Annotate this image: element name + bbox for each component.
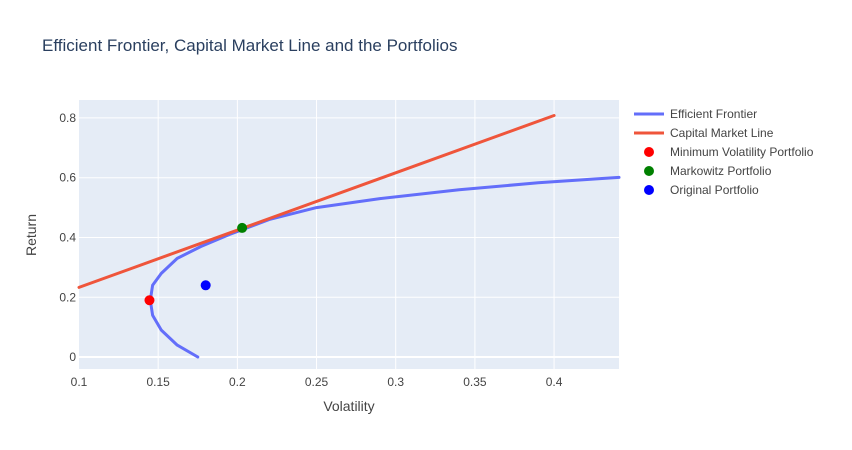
capital-market-line-line bbox=[77, 114, 556, 289]
y-tick-label: 0.8 bbox=[59, 111, 76, 125]
legend-swatch bbox=[644, 185, 654, 195]
legend-item-original-portfolio[interactable]: Original Portfolio bbox=[644, 183, 759, 197]
x-tick-label: 0.1 bbox=[71, 375, 88, 389]
legend-label: Minimum Volatility Portfolio bbox=[670, 145, 814, 159]
x-tick-label: 0.25 bbox=[305, 375, 329, 389]
original-portfolio-marker[interactable] bbox=[200, 280, 211, 291]
legend-label: Original Portfolio bbox=[670, 183, 759, 197]
efficient-frontier-line bbox=[148, 175, 621, 359]
legend[interactable]: Efficient Frontier Capital Market Line Min… bbox=[634, 107, 814, 197]
minimum-volatility-portfolio-marker[interactable] bbox=[144, 295, 155, 306]
legend-label: Efficient Frontier bbox=[670, 107, 757, 121]
y-tick-label: 0 bbox=[69, 350, 76, 364]
legend-swatch bbox=[644, 166, 654, 176]
y-axis-ticks: 0 0.2 0.4 0.6 0.8 bbox=[59, 111, 76, 364]
legend-swatch bbox=[644, 147, 654, 157]
legend-label: Markowitz Portfolio bbox=[670, 164, 772, 178]
x-tick-label: 0.3 bbox=[387, 375, 404, 389]
legend-item-efficient-frontier[interactable]: Efficient Frontier bbox=[634, 107, 757, 121]
y-tick-label: 0.2 bbox=[59, 290, 76, 304]
legend-item-markowitz-portfolio[interactable]: Markowitz Portfolio bbox=[644, 164, 772, 178]
x-axis-ticks: 0.1 0.15 0.2 0.25 0.3 0.35 0.4 bbox=[71, 375, 563, 389]
markowitz-portfolio-marker[interactable] bbox=[237, 222, 248, 233]
x-tick-label: 0.35 bbox=[463, 375, 487, 389]
y-tick-label: 0.4 bbox=[59, 230, 76, 244]
legend-item-minimum-volatility-portfolio[interactable]: Minimum Volatility Portfolio bbox=[644, 145, 814, 159]
chart-title: Efficient Frontier, Capital Market Line … bbox=[42, 36, 457, 55]
series-layer bbox=[77, 114, 621, 359]
x-tick-label: 0.2 bbox=[229, 375, 246, 389]
grid bbox=[79, 100, 619, 369]
y-tick-label: 0.6 bbox=[59, 171, 76, 185]
y-axis-label: Return bbox=[23, 214, 39, 256]
x-axis-label: Volatility bbox=[323, 398, 374, 414]
x-tick-label: 0.15 bbox=[146, 375, 170, 389]
plot-area bbox=[79, 100, 619, 369]
x-tick-label: 0.4 bbox=[546, 375, 563, 389]
legend-label: Capital Market Line bbox=[670, 126, 774, 140]
legend-item-capital-market-line[interactable]: Capital Market Line bbox=[634, 126, 774, 140]
